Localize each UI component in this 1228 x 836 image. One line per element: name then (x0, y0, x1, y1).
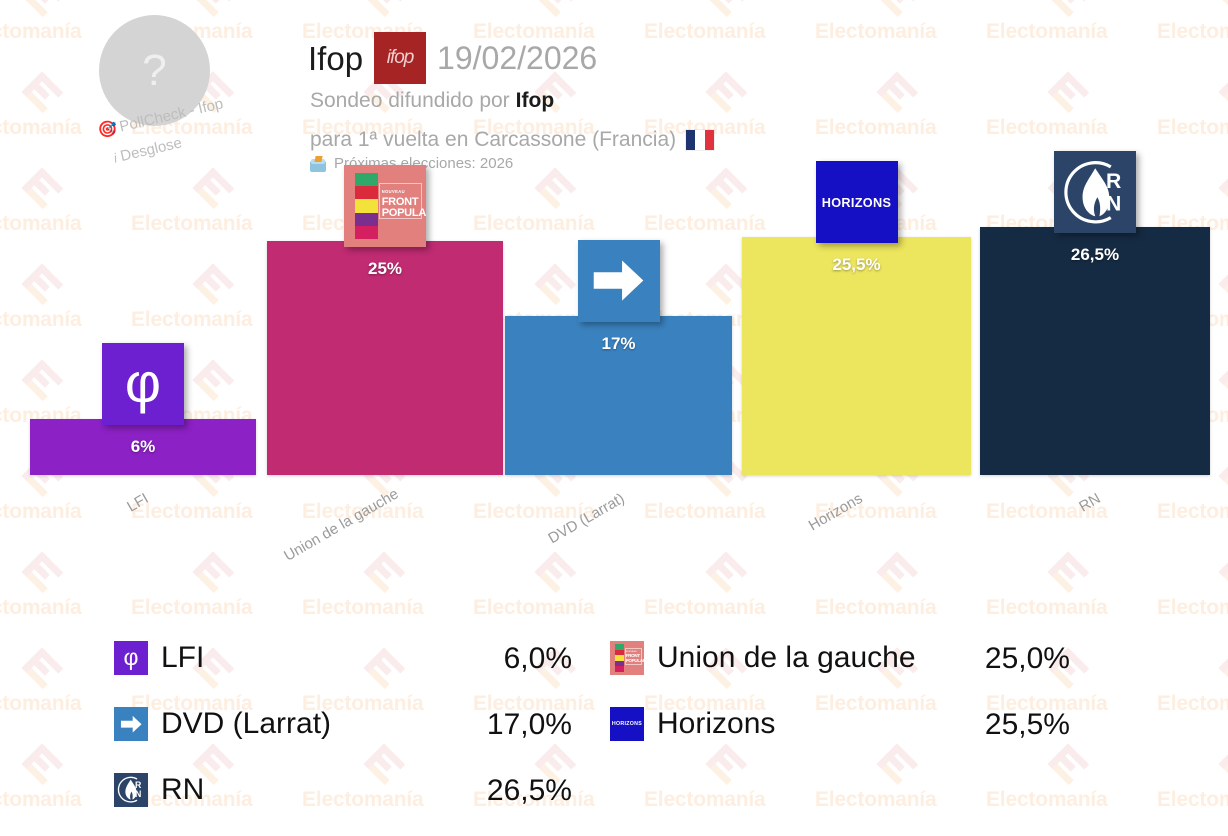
legend-party-value: 6,0% (503, 642, 572, 675)
x-axis-label: LFI (124, 490, 152, 516)
ifop-logo-icon: ifop (374, 32, 427, 84)
legend-party-logo (114, 707, 148, 741)
header-title-row: Ifop ifop 19/02/2026 (308, 32, 597, 84)
bar-group: 26,5% R N (980, 151, 1210, 475)
x-axis-label: RN (1076, 490, 1104, 516)
legend-party-value: 25,5% (984, 708, 1070, 741)
x-axis-label: DVD (Larrat) (544, 490, 627, 548)
poll-date: 19/02/2026 (437, 40, 598, 76)
diffused-by-prefix: Sondeo difundido por (310, 89, 510, 112)
x-axis-label: Union de la gauche (281, 485, 402, 565)
bar[interactable] (980, 227, 1210, 475)
lfi-phi-logo: φ (102, 343, 184, 425)
bar-group: 17% (505, 240, 732, 475)
horizons-logo: HORIZONS (815, 161, 898, 243)
nouveau-front-populaire-logo: NOUVEAUFRONTPOPULAIRE (344, 165, 426, 247)
legend-party-logo: HORIZONS (610, 707, 644, 741)
bar-group: 25,5% HORIZONS (742, 161, 971, 475)
legend-row[interactable]: φ LFI (114, 634, 204, 682)
dvd-arrow-logo (577, 240, 660, 322)
bar-value-label: 25% (367, 259, 403, 278)
svg-text:N: N (135, 790, 141, 800)
desglose-text: Desglose (118, 134, 184, 166)
ballot-box-icon (310, 155, 326, 172)
bar-value-label: 26,5% (1070, 245, 1120, 264)
bar-party-logo: φ (102, 343, 184, 425)
legend-party-logo: φ (114, 641, 148, 675)
legend-row[interactable]: R N RN (114, 766, 204, 814)
bar-party-logo: NOUVEAUFRONTPOPULAIRE (344, 165, 426, 247)
legend-party-name: DVD (Larrat) (161, 707, 332, 740)
svg-text:R: R (1106, 170, 1121, 193)
legend-row[interactable]: NOUVEAUFRONTPOPULAIRE Union de la gauche (610, 634, 916, 682)
scope-text: para 1ª vuelta en Carcassone (Francia) (310, 128, 677, 151)
bar-value-label: 17% (601, 334, 636, 353)
bar-group: 6% φ (30, 343, 256, 475)
lfi-phi-logo: φ (114, 641, 148, 675)
bar-group: 25% NOUVEAUFRONTPOPULAIRE (267, 165, 503, 475)
legend-party-name: LFI (161, 641, 205, 674)
bar-value-label: 25,5% (832, 255, 881, 274)
bar-chart: 6% φ 25% NOUVEAUFRONTPOPULAIRE 17% 25,5% HORIZ… (0, 151, 1228, 475)
bar-party-logo (577, 240, 660, 322)
legend-party-name: Union de la gauche (657, 641, 916, 674)
dvd-arrow-logo (114, 707, 148, 741)
diffused-by-line: Sondeo difundido por Ifop (310, 89, 554, 113)
bar[interactable] (742, 237, 971, 475)
x-axis-labels: LFI Union de la gauche DVD (Larrat) Horizon… (0, 476, 1228, 586)
legend-party-value: 25,0% (984, 642, 1070, 675)
svg-text:N: N (1106, 192, 1121, 215)
legend-row[interactable]: DVD (Larrat) (114, 700, 331, 748)
diffused-by-value: Ifop (515, 89, 555, 112)
ifop-logo-text: ifop (386, 47, 415, 68)
legend-party-name: Horizons (657, 707, 776, 740)
legend-party-value: 17,0% (486, 708, 572, 741)
nouveau-front-populaire-logo: NOUVEAUFRONTPOPULAIRE (610, 641, 644, 675)
x-axis-label: Horizons (805, 490, 865, 535)
target-icon: 🎯 (96, 119, 120, 141)
legend-party-logo: NOUVEAUFRONTPOPULAIRE (610, 641, 644, 675)
legend-party-value: 26,5% (486, 774, 572, 807)
bar-value-label: 6% (130, 437, 156, 456)
pollster-name: Ifop (308, 39, 364, 77)
svg-text:R: R (135, 780, 142, 790)
info-icon: i (112, 150, 119, 166)
question-mark-icon: ? (142, 45, 167, 95)
pollster-avatar-placeholder: ? (99, 15, 210, 126)
legend-party-name: RN (161, 773, 205, 806)
france-flag-icon (686, 130, 715, 150)
horizons-logo: HORIZONS (610, 707, 644, 741)
desglose-link[interactable]: iDesglose (112, 134, 183, 166)
scope-line: para 1ª vuelta en Carcassone (Francia) (310, 128, 715, 152)
bar-party-logo: HORIZONS (815, 161, 898, 243)
legend-row[interactable]: HORIZONS Horizons (610, 700, 775, 748)
